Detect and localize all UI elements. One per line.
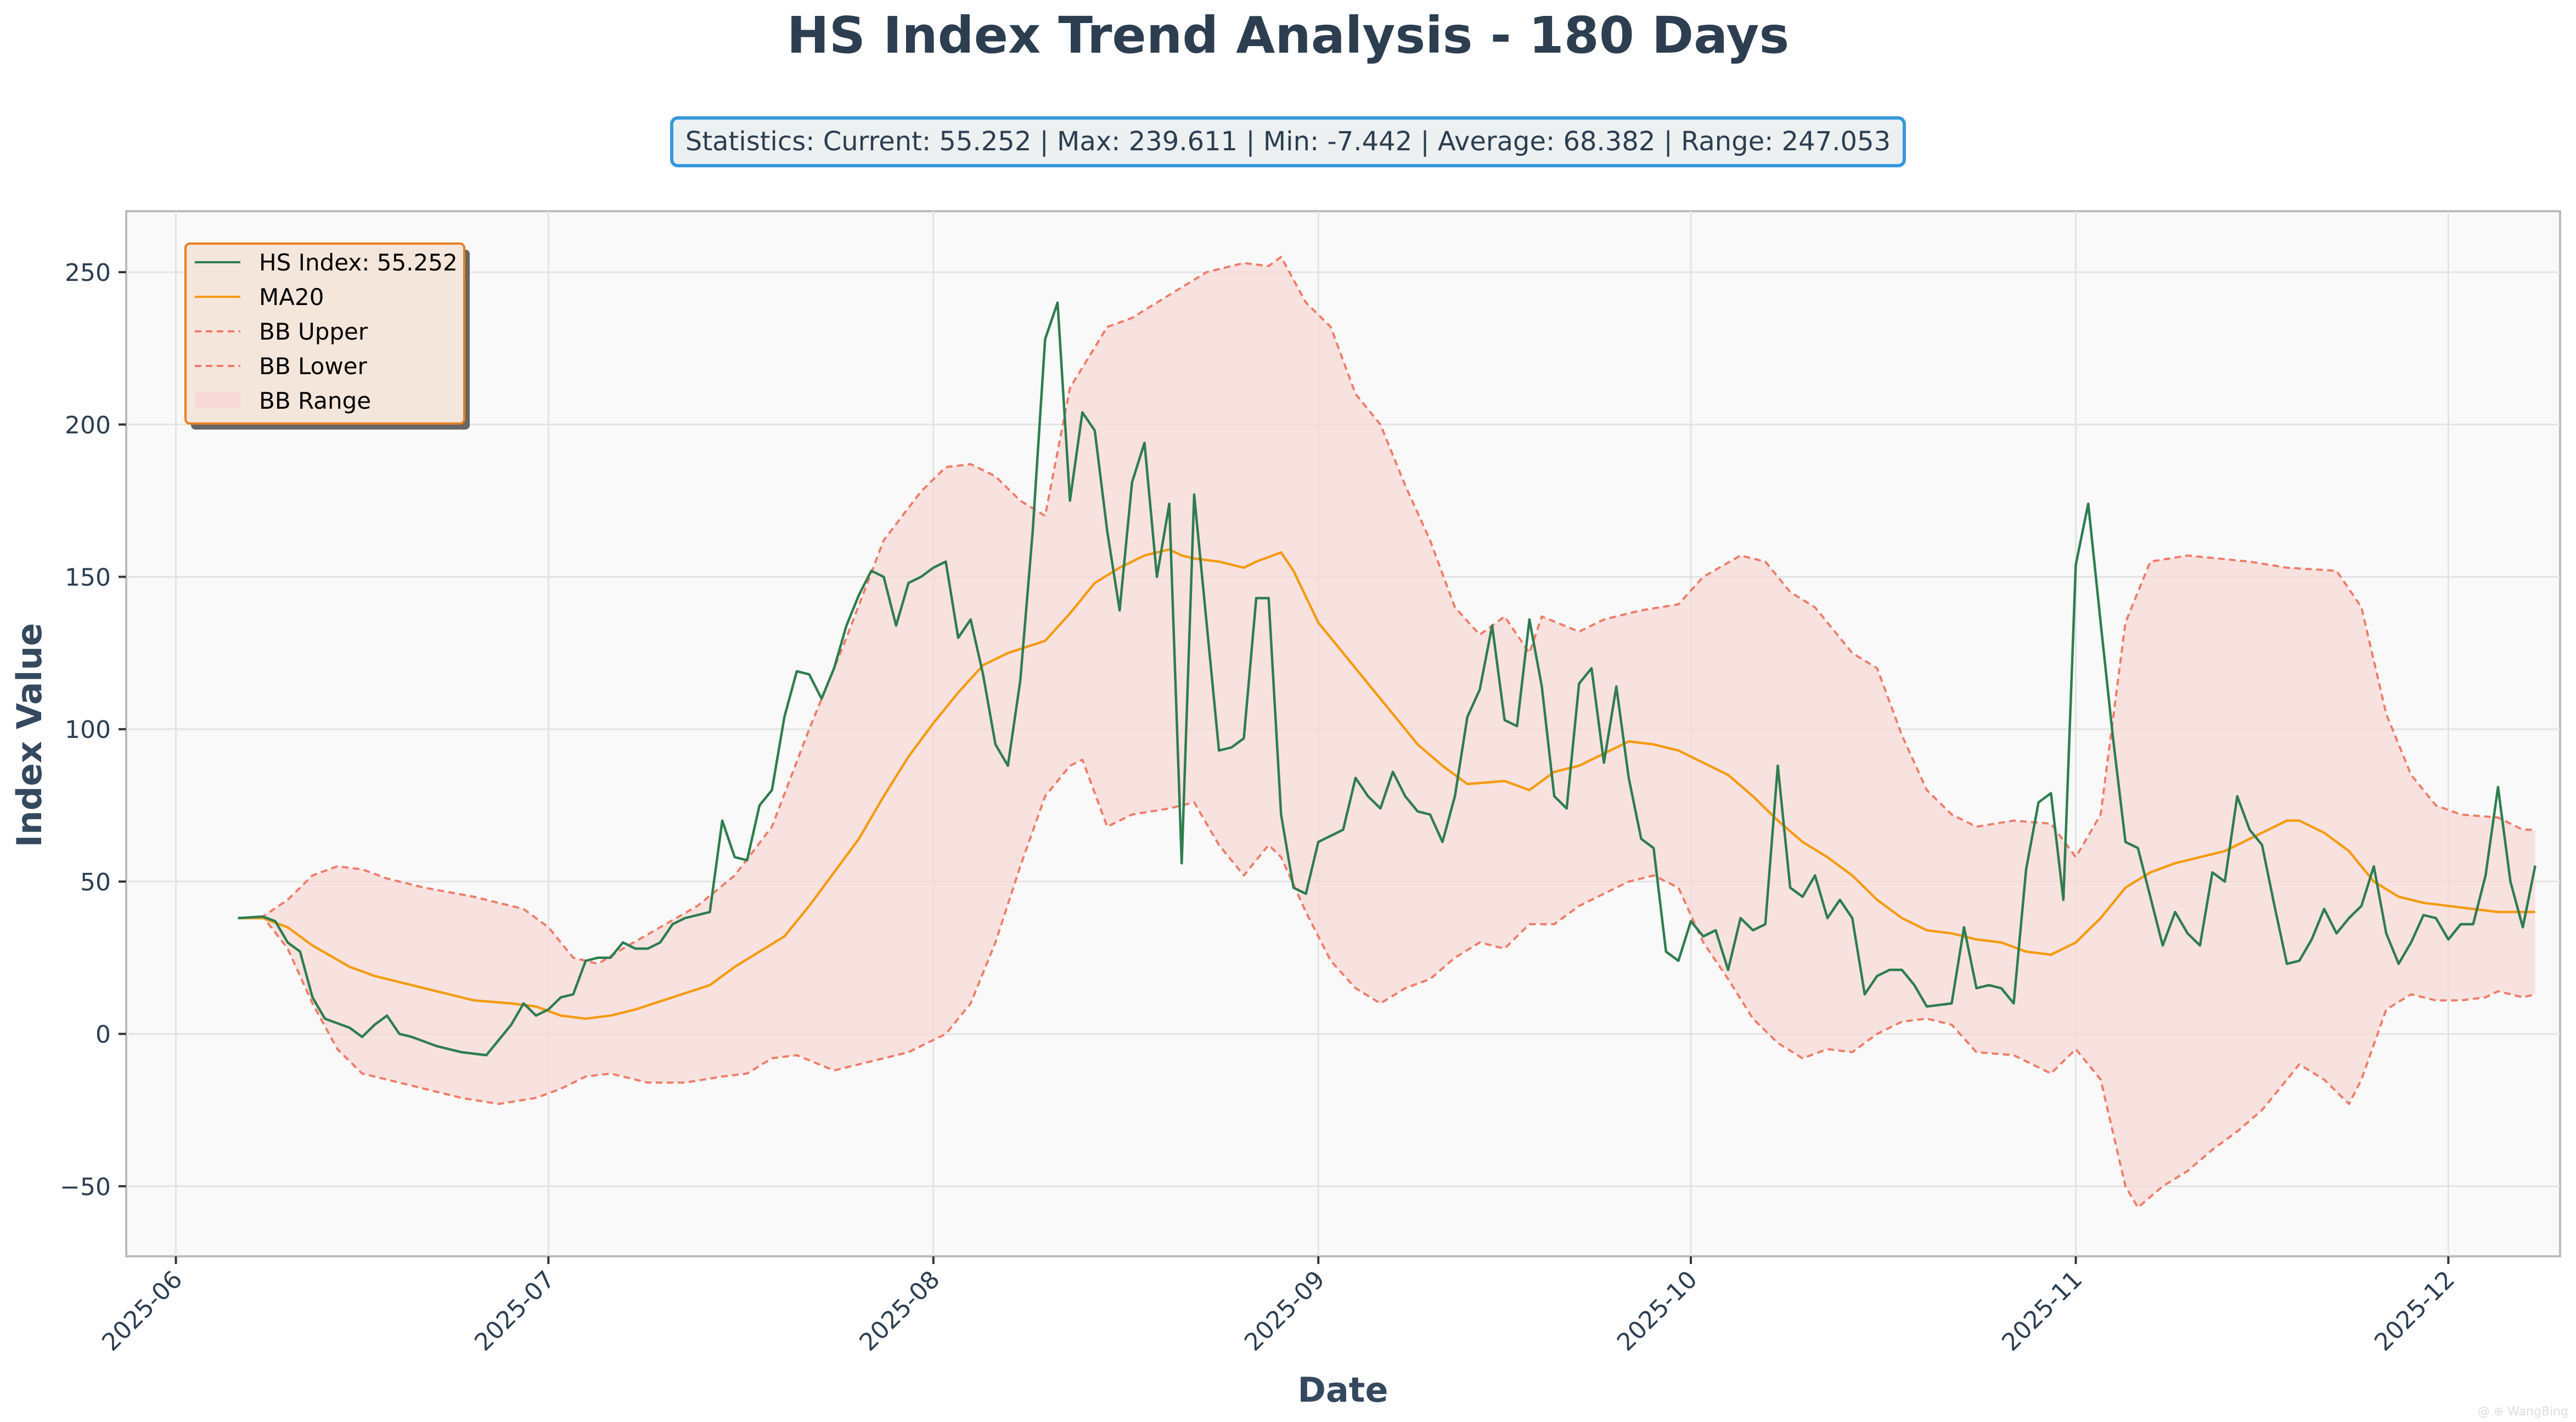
x-tick-label: 2025-07 (469, 1266, 560, 1357)
legend-label-ma20: MA20 (259, 284, 324, 311)
watermark: @ ⊕ WangBing (2478, 1405, 2568, 1419)
x-tick-label: 2025-12 (2369, 1266, 2460, 1357)
y-axis-ticks: 250 200 150 100 50 0 −50 (60, 259, 126, 1201)
bb-lower-line (238, 758, 2536, 1209)
y-tick-label: 200 (65, 411, 111, 439)
bb-range-fill (238, 257, 2535, 1208)
x-tick-label: 2025-10 (1612, 1266, 1703, 1357)
x-tick-label: 2025-08 (854, 1266, 946, 1357)
y-tick-label: 0 (95, 1021, 111, 1049)
y-tick-label: 100 (65, 716, 111, 744)
legend: HS Index: 55.252 MA20 BB Upper BB Lower … (184, 242, 470, 430)
x-tick-label: 2025-06 (97, 1266, 188, 1357)
statistics-box: Statistics: Current: 55.252 | Max: 239.6… (670, 116, 1906, 167)
x-tick-label: 2025-09 (1239, 1266, 1330, 1357)
y-tick-label: 50 (80, 868, 111, 896)
y-tick-label: 250 (65, 259, 111, 287)
hs-index-line (238, 301, 2536, 1057)
legend-box (184, 242, 465, 425)
legend-label-bb-lower: BB Lower (259, 353, 368, 380)
y-tick-label: 150 (65, 563, 111, 591)
y-axis-title: Index Value (9, 623, 49, 847)
x-axis-title: Date (1298, 1370, 1388, 1410)
x-axis-ticks: 2025-06 2025-07 2025-08 2025-09 2025-10 2025-… (97, 1256, 2460, 1357)
chart-title: HS Index Trend Analysis - 180 Days (786, 6, 1790, 65)
legend-label-bb-upper: BB Upper (259, 318, 368, 345)
y-tick-label: −50 (60, 1173, 111, 1201)
legend-label-hs-index: HS Index: 55.252 (259, 249, 458, 276)
legend-label-bb-range: BB Range (259, 387, 371, 414)
legend-swatch-bb-range (195, 391, 240, 409)
stats-row: Statistics: Current: 55.252 | Max: 239.6… (0, 116, 2576, 167)
ma20-line (238, 548, 2535, 1020)
x-tick-label: 2025-11 (1996, 1266, 2088, 1357)
